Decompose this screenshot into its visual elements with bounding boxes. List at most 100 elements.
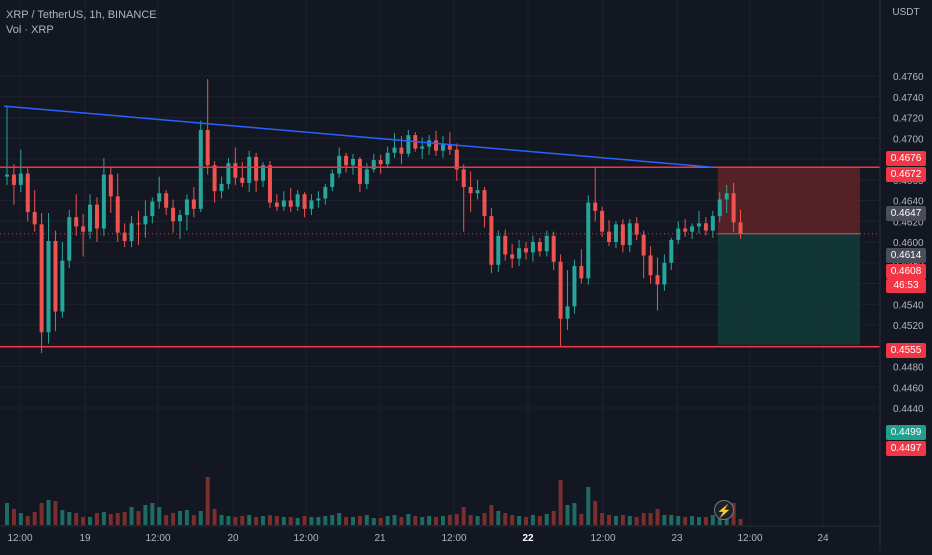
volume-bar xyxy=(351,517,355,525)
lightning-icon[interactable]: ⚡ xyxy=(714,500,734,520)
volume-bar xyxy=(648,513,653,525)
candle-body xyxy=(81,226,86,232)
volume-bar xyxy=(261,516,266,525)
volume-bar xyxy=(634,517,639,525)
drawing-lines xyxy=(0,105,880,348)
x-tick-label: 19 xyxy=(79,533,91,544)
position-zones xyxy=(717,167,860,345)
candle-body xyxy=(205,129,210,166)
volume-bar xyxy=(738,519,743,525)
candle-body xyxy=(551,235,556,262)
x-tick-label: 12:00 xyxy=(737,533,762,544)
volume-bar xyxy=(371,518,376,525)
candle-body xyxy=(212,165,217,192)
x-tick-label: 23 xyxy=(671,533,683,544)
trend-line xyxy=(3,105,713,169)
candle-body xyxy=(219,183,224,192)
volume-bar xyxy=(489,505,494,525)
volume-bar xyxy=(406,514,411,525)
y-tick-label: 0.4700 xyxy=(893,134,924,145)
volume-bar xyxy=(198,511,203,525)
price-tag-4497: 0.4497 xyxy=(886,441,926,456)
candle-body xyxy=(184,199,189,216)
volume-bar xyxy=(683,517,688,525)
candle-body xyxy=(454,149,459,170)
candle-body xyxy=(530,242,535,253)
volume-bar xyxy=(468,515,473,525)
candle-body xyxy=(364,169,369,184)
candle-body xyxy=(607,231,612,242)
volume-bar xyxy=(330,515,335,525)
volume-bar xyxy=(233,517,238,525)
candle-body xyxy=(662,262,667,285)
volume-bar xyxy=(662,515,667,525)
volume-bar xyxy=(496,511,501,525)
volume-bar xyxy=(302,516,307,525)
volume-bar xyxy=(205,477,210,525)
volume-legend[interactable]: Vol · XRP xyxy=(6,24,54,36)
volume-bar xyxy=(641,513,646,525)
candle-body xyxy=(67,217,72,261)
volume-bar xyxy=(11,509,16,525)
candle-body xyxy=(565,306,570,319)
volume-bar xyxy=(60,510,65,525)
volume-bar xyxy=(81,517,86,525)
candle-body xyxy=(344,155,349,166)
volume-bar xyxy=(101,512,106,525)
candle-body xyxy=(309,200,314,209)
volume-bar xyxy=(115,513,120,525)
volume-bar xyxy=(690,516,695,525)
candle-body xyxy=(261,165,266,181)
y-tick-label: 0.4520 xyxy=(893,321,924,332)
candle-body xyxy=(5,174,9,177)
candle-body xyxy=(164,193,169,208)
candle-body xyxy=(178,215,182,222)
candle-body xyxy=(233,163,238,178)
candles xyxy=(5,79,743,354)
volume-bars xyxy=(5,477,743,525)
candle-body xyxy=(60,260,65,312)
symbol-line[interactable]: XRP / TetherUS, 1h, BINANCE xyxy=(6,9,157,21)
candle-body xyxy=(496,235,501,265)
volume-bar xyxy=(226,516,231,525)
candle-body xyxy=(683,228,688,232)
candle-body xyxy=(669,239,674,263)
candle-body xyxy=(247,156,252,183)
candle-body xyxy=(337,155,342,174)
volume-bar xyxy=(254,517,259,525)
volume-bar xyxy=(295,518,300,525)
volume-bar xyxy=(565,505,570,525)
x-tick-label: 20 xyxy=(227,533,239,544)
bar-countdown: 46:53 xyxy=(886,279,926,293)
volume-bar xyxy=(607,515,612,525)
candle-body xyxy=(510,254,515,259)
volume-bar xyxy=(613,516,618,525)
volume-bar xyxy=(323,516,328,525)
price-tag-4555: 0.4555 xyxy=(886,343,926,358)
candle-body xyxy=(74,217,79,227)
volume-bar xyxy=(710,515,715,525)
candle-body xyxy=(634,223,639,235)
volume-bar xyxy=(74,513,79,525)
volume-bar xyxy=(503,513,508,525)
volume-bar xyxy=(267,515,272,525)
candle-body xyxy=(489,216,494,265)
candle-body xyxy=(434,140,439,151)
candle-body xyxy=(710,216,715,231)
candle-body xyxy=(378,160,383,165)
candle-body xyxy=(586,202,591,279)
volume-bar xyxy=(517,516,522,525)
volume-bar xyxy=(5,503,9,525)
volume-bar xyxy=(129,507,134,525)
volume-bar xyxy=(586,487,591,525)
volume-bar xyxy=(288,517,293,525)
x-tick-label: 22 xyxy=(522,533,534,544)
volume-bar xyxy=(454,514,459,525)
candle-body xyxy=(447,144,452,150)
candle-body xyxy=(600,210,605,232)
volume-bar xyxy=(164,515,169,525)
candle-body xyxy=(738,222,743,234)
candle-body xyxy=(468,187,473,194)
